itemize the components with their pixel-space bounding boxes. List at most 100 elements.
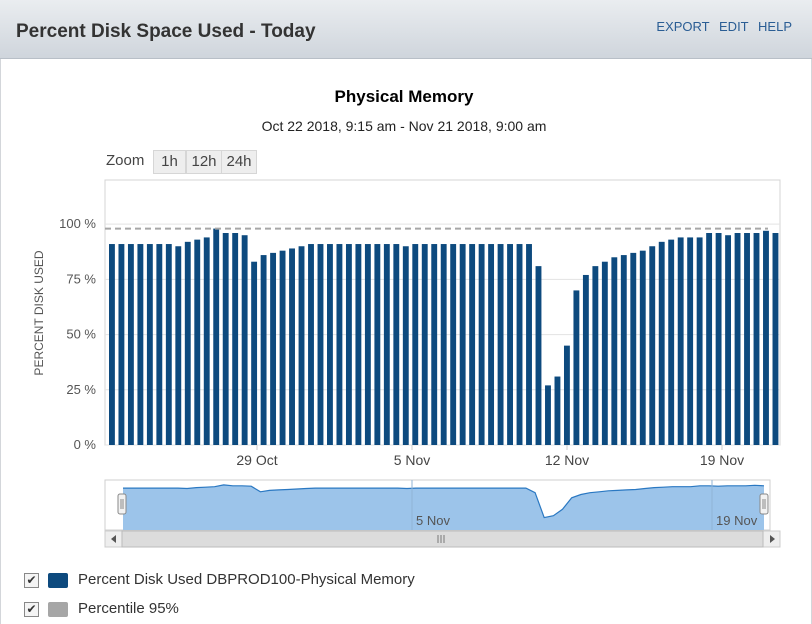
bar[interactable] — [734, 233, 741, 445]
y-tick-label: 50 % — [66, 327, 96, 342]
bar[interactable] — [156, 244, 163, 445]
bar[interactable] — [374, 244, 381, 445]
bar[interactable] — [175, 246, 182, 445]
bar[interactable] — [545, 385, 551, 446]
navigator-scrollbar-thumb[interactable] — [121, 530, 764, 548]
bar[interactable] — [364, 244, 371, 445]
bar[interactable] — [127, 244, 134, 445]
y-tick-label: 0 % — [74, 437, 97, 452]
x-tick-label: 12 Nov — [545, 452, 589, 468]
bar[interactable] — [715, 233, 722, 445]
zoom-12h-button[interactable]: 12h — [186, 150, 222, 174]
navigator-handle-left[interactable] — [117, 493, 127, 515]
bar[interactable] — [668, 239, 675, 446]
bar[interactable] — [118, 244, 125, 445]
bar[interactable] — [601, 261, 608, 445]
scroll-left-arrow-icon[interactable] — [111, 535, 116, 543]
chart-title: Physical Memory — [334, 87, 474, 106]
navigator-series-fill — [123, 484, 764, 530]
bar[interactable] — [270, 252, 277, 446]
navigator-handle-right[interactable] — [759, 493, 769, 515]
bar[interactable] — [355, 244, 362, 445]
bar[interactable] — [753, 233, 760, 445]
bar[interactable] — [488, 244, 495, 445]
bar[interactable] — [450, 244, 457, 445]
bar[interactable] — [232, 233, 239, 445]
bar[interactable] — [241, 235, 248, 445]
legend-checkbox-disk-used[interactable]: ✔ — [24, 573, 39, 588]
bar[interactable] — [165, 244, 172, 445]
bar[interactable] — [137, 244, 144, 445]
bar[interactable] — [393, 244, 400, 445]
bar[interactable] — [251, 261, 258, 445]
bar[interactable] — [687, 237, 694, 445]
bar[interactable] — [592, 266, 599, 446]
bar[interactable] — [563, 345, 570, 446]
bar[interactable] — [213, 228, 220, 445]
bar[interactable] — [440, 244, 447, 445]
bar[interactable] — [317, 244, 324, 445]
panel-header: Percent Disk Space Used - Today EXPORT E… — [0, 0, 812, 59]
y-tick-label: 100 % — [59, 216, 96, 231]
edit-link[interactable]: EDIT — [719, 19, 749, 34]
bar[interactable] — [383, 244, 390, 445]
legend-checkbox-percentile[interactable]: ✔ — [24, 602, 39, 617]
y-tick-label: 75 % — [66, 271, 96, 286]
zoom-1h-button[interactable]: 1h — [153, 150, 186, 174]
bar[interactable] — [611, 257, 618, 445]
zoom-label: Zoom — [106, 152, 145, 169]
bar[interactable] — [194, 239, 201, 446]
navigator-x-label: 19 Nov — [716, 513, 758, 528]
y-tick-label: 25 % — [66, 382, 96, 397]
bar[interactable] — [345, 244, 352, 445]
export-link[interactable]: EXPORT — [656, 19, 710, 34]
bar[interactable] — [402, 246, 409, 445]
panel-title: Percent Disk Space Used - Today — [16, 21, 316, 42]
panel-actions: EXPORT EDIT HELP — [650, 19, 792, 34]
scroll-right-arrow-icon[interactable] — [770, 535, 775, 543]
bar[interactable] — [308, 244, 314, 445]
bar[interactable] — [507, 244, 513, 445]
bar[interactable] — [725, 235, 732, 445]
navigator-series-line — [123, 484, 765, 519]
bar[interactable] — [573, 290, 580, 445]
bar[interactable] — [459, 244, 466, 445]
bar[interactable] — [298, 246, 305, 445]
bar[interactable] — [421, 244, 428, 445]
bar[interactable] — [706, 233, 713, 445]
bar[interactable] — [696, 237, 703, 445]
bar[interactable] — [639, 250, 646, 445]
bar[interactable] — [146, 244, 153, 445]
bar[interactable] — [677, 237, 684, 445]
bar[interactable] — [620, 255, 627, 445]
y-axis-label: PERCENT DISK USED — [32, 250, 46, 375]
bar[interactable] — [516, 244, 523, 445]
x-tick-label: 5 Nov — [394, 452, 431, 468]
bar[interactable] — [535, 266, 542, 446]
zoom-24h-button[interactable]: 24h — [221, 150, 257, 174]
bar[interactable] — [658, 241, 665, 445]
bar[interactable] — [554, 376, 561, 445]
bar[interactable] — [478, 244, 485, 445]
bar[interactable] — [279, 250, 286, 445]
bar[interactable] — [744, 233, 750, 445]
bar[interactable] — [203, 237, 210, 445]
bar[interactable] — [649, 246, 656, 445]
bar[interactable] — [327, 244, 333, 445]
bar[interactable] — [222, 233, 229, 445]
bar[interactable] — [469, 244, 476, 445]
help-link[interactable]: HELP — [758, 19, 792, 34]
bar[interactable] — [431, 244, 438, 445]
bar[interactable] — [526, 244, 532, 445]
bar[interactable] — [630, 252, 637, 446]
bar[interactable] — [260, 255, 267, 445]
bar[interactable] — [497, 244, 504, 445]
bar[interactable] — [412, 244, 419, 445]
bar[interactable] — [582, 274, 589, 445]
bar[interactable] — [109, 244, 115, 445]
bar[interactable] — [336, 244, 343, 445]
bar[interactable] — [184, 241, 191, 445]
bar[interactable] — [763, 230, 769, 445]
bar[interactable] — [772, 233, 779, 445]
bar[interactable] — [289, 248, 295, 445]
